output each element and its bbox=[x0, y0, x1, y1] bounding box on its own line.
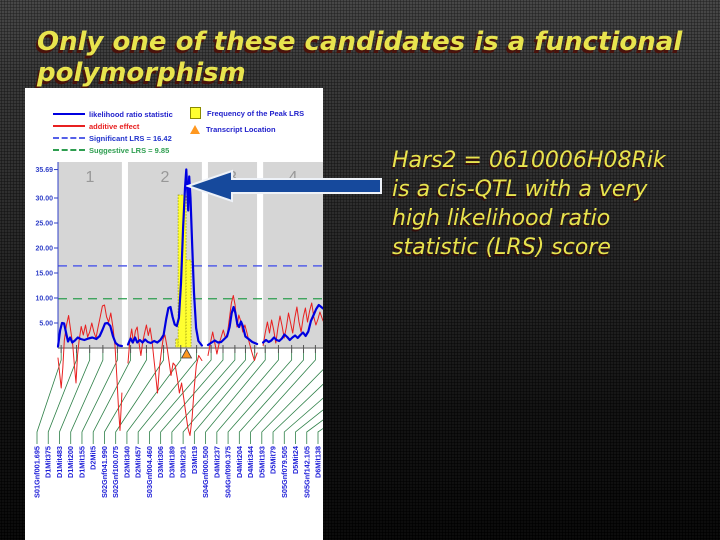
svg-text:10.00: 10.00 bbox=[35, 296, 53, 303]
callout-arrow-shape bbox=[186, 169, 382, 203]
marker-label: D1Mit483 bbox=[55, 446, 64, 478]
legend-label: Significant LRS = 16.42 bbox=[89, 133, 172, 143]
marker-label: D2Mit340 bbox=[122, 446, 131, 478]
dash-swatch-icon bbox=[53, 137, 85, 139]
marker-label: D4Mit344 bbox=[246, 445, 255, 478]
legend-label: Suggestive LRS = 9.85 bbox=[89, 145, 170, 155]
slide-title-line1: Only one of these candidates is a functi… bbox=[37, 27, 683, 58]
slide-title-line2: polymorphism bbox=[37, 57, 246, 88]
legend-item: Suggestive LRS = 9.85 bbox=[53, 144, 173, 156]
dash-swatch-icon bbox=[53, 149, 85, 151]
svg-text:2: 2 bbox=[160, 169, 169, 186]
legend-item: additive effect bbox=[53, 120, 173, 132]
marker-label: S01Gnf001.695 bbox=[33, 446, 42, 498]
marker-label: D3Mit189 bbox=[167, 446, 176, 478]
svg-text:5.00: 5.00 bbox=[39, 321, 53, 328]
square-swatch-icon bbox=[190, 107, 201, 119]
marker-label: S04Gnf090.375 bbox=[224, 446, 233, 498]
annotation-line: Hars2 = 0610006H08Rik bbox=[392, 148, 666, 173]
marker-label: D2Mit457 bbox=[134, 446, 143, 478]
legend-item: Transcript Location bbox=[190, 121, 304, 137]
marker-label: D4Mit237 bbox=[212, 446, 221, 478]
qtl-chart-panel: likelihood ratio statistic additive effec… bbox=[25, 88, 323, 540]
legend-label: Frequency of the Peak LRS bbox=[207, 108, 305, 118]
svg-text:20.00: 20.00 bbox=[35, 246, 53, 253]
marker-label: D1Mit200 bbox=[66, 446, 75, 478]
svg-text:4: 4 bbox=[289, 169, 298, 186]
legend-item: likelihood ratio statistic bbox=[53, 108, 173, 120]
legend-label: likelihood ratio statistic bbox=[89, 109, 173, 119]
chart-legend-left: likelihood ratio statistic additive effec… bbox=[53, 108, 173, 156]
marker-label: D4Mit204 bbox=[235, 445, 244, 478]
annotation-line: high likelihood ratio bbox=[392, 206, 611, 232]
marker-label: D5Mit79 bbox=[269, 446, 278, 474]
marker-label: D1Mit155 bbox=[77, 446, 86, 478]
marker-label: S03Gnf004.460 bbox=[145, 446, 154, 498]
annotation-line: is a cis-QTL with a very bbox=[392, 177, 648, 203]
svg-text:25.00: 25.00 bbox=[35, 221, 53, 228]
marker-label: S05Gnf079.505 bbox=[280, 446, 289, 498]
legend-item: Significant LRS = 16.42 bbox=[53, 132, 173, 144]
svg-text:1: 1 bbox=[85, 169, 94, 186]
marker-label: S04Gnf000.500 bbox=[201, 446, 210, 498]
marker-label: S02Gnf041.990 bbox=[100, 446, 109, 498]
marker-label: S02Gnf100.075 bbox=[111, 446, 120, 498]
marker-label: S05Gnf142.105 bbox=[302, 446, 311, 498]
chart-legend-right: Frequency of the Peak LRS Transcript Loca… bbox=[190, 105, 304, 137]
line-swatch-icon bbox=[53, 125, 85, 127]
annotation-line: statistic (LRS) score bbox=[392, 235, 611, 261]
svg-text:35.69: 35.69 bbox=[35, 167, 53, 174]
annotation-text: Hars2 = 0610006H08Rik is a cis-QTL with … bbox=[392, 146, 712, 262]
marker-label: D1Mit375 bbox=[44, 446, 53, 478]
triangle-swatch-icon bbox=[190, 124, 200, 134]
legend-item: Frequency of the Peak LRS bbox=[190, 105, 304, 121]
marker-label: D5Mit24 bbox=[291, 445, 300, 474]
callout-arrow bbox=[186, 169, 382, 203]
marker-label: D2Mit5 bbox=[89, 446, 98, 470]
marker-label: D3Mit291 bbox=[179, 446, 188, 478]
marker-label: D3Mit306 bbox=[156, 446, 165, 478]
svg-text:30.00: 30.00 bbox=[35, 196, 53, 203]
marker-label: D3Mit19 bbox=[190, 446, 199, 474]
marker-label: D5Mit193 bbox=[257, 446, 266, 478]
legend-label: Transcript Location bbox=[206, 124, 276, 134]
svg-text:15.00: 15.00 bbox=[35, 271, 53, 278]
slide-title: Only one of these candidates is a functi… bbox=[37, 27, 702, 88]
marker-label: D6Mit138 bbox=[314, 446, 323, 478]
line-swatch-icon bbox=[53, 113, 85, 115]
legend-label: additive effect bbox=[89, 121, 140, 131]
